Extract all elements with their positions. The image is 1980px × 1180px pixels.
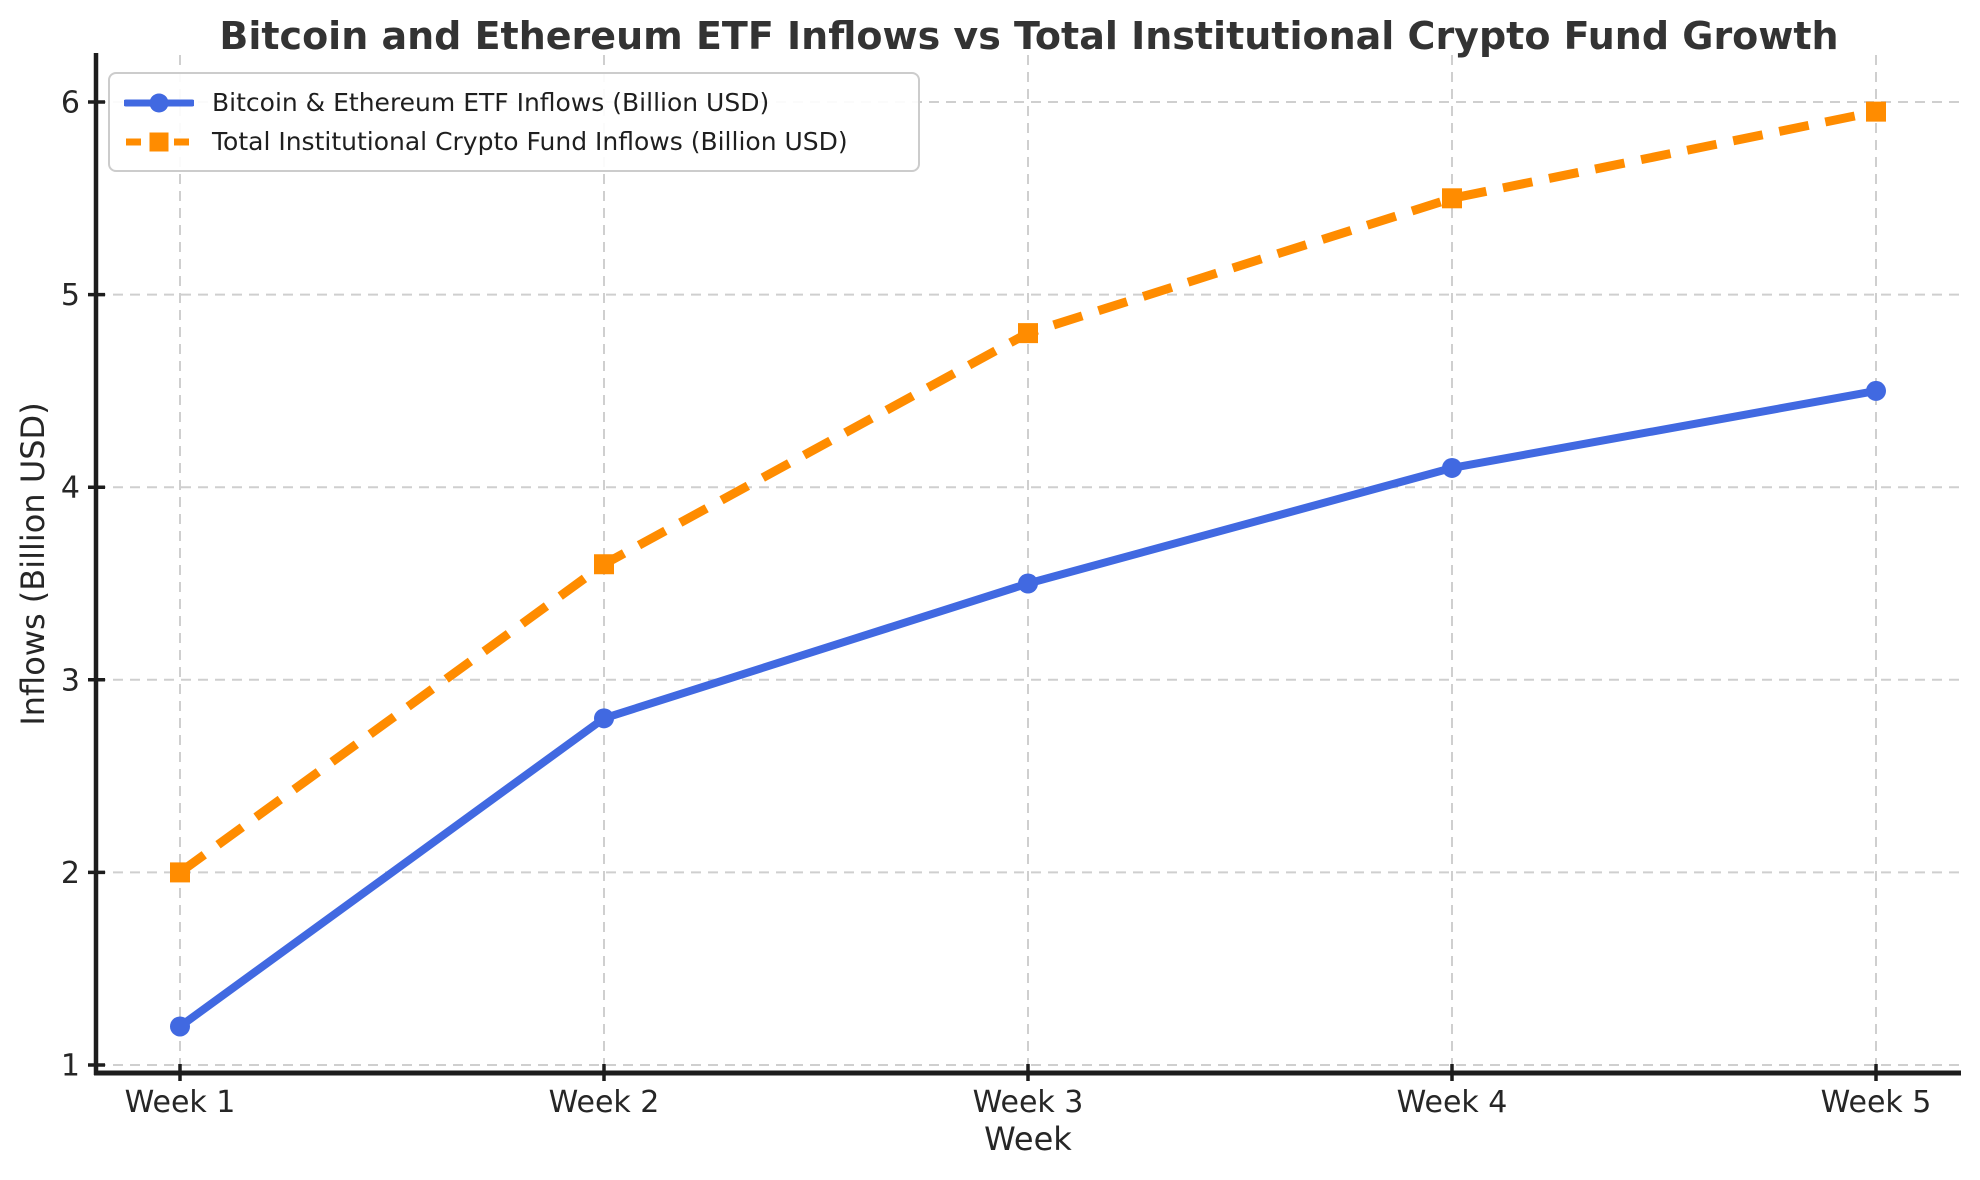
data-point-marker [594,554,614,575]
legend-label: Bitcoin & Ethereum ETF Inflows (Billion … [212,88,770,117]
x-tick-label: Week 3 [973,1085,1084,1120]
data-point-marker [1442,188,1462,209]
chart-title: Bitcoin and Ethereum ETF Inflows vs Tota… [219,14,1839,58]
x-axis-label: Week [984,1120,1072,1158]
data-point-marker [170,1016,190,1037]
y-axis-label: Inflows (Billion USD) [14,402,52,726]
x-tick-label: Week 5 [1821,1085,1932,1120]
legend-line-sample-orange [126,132,192,151]
legend: Bitcoin & Ethereum ETF Inflows (Billion … [108,72,920,172]
legend-sample-marker [149,93,169,112]
legend-label: Total Institutional Crypto Fund Inflows … [212,127,848,156]
y-tick-label: 3 [61,663,80,698]
legend-item-total-institutional: Total Institutional Crypto Fund Inflows … [124,127,908,156]
x-tick-label: Week 2 [549,1085,660,1120]
y-tick-label: 4 [61,471,80,506]
data-point-marker [1018,573,1038,594]
legend-sample-marker [149,132,169,151]
data-point-marker [1018,323,1038,344]
data-point-marker [1866,101,1886,122]
x-tick-label: Week 1 [125,1085,236,1120]
y-tick-label: 6 [61,86,80,121]
y-tick-label: 1 [61,1049,80,1084]
y-tick-label: 5 [61,278,80,313]
data-point-marker [170,862,190,883]
y-tick-label: 2 [61,856,80,891]
data-point-marker [1866,380,1886,401]
x-tick-label: Week 4 [1397,1085,1508,1120]
data-point-marker [594,708,614,729]
legend-item-etf-inflows: Bitcoin & Ethereum ETF Inflows (Billion … [124,88,908,117]
data-point-marker [1442,457,1462,478]
legend-line-sample-blue [124,93,194,112]
